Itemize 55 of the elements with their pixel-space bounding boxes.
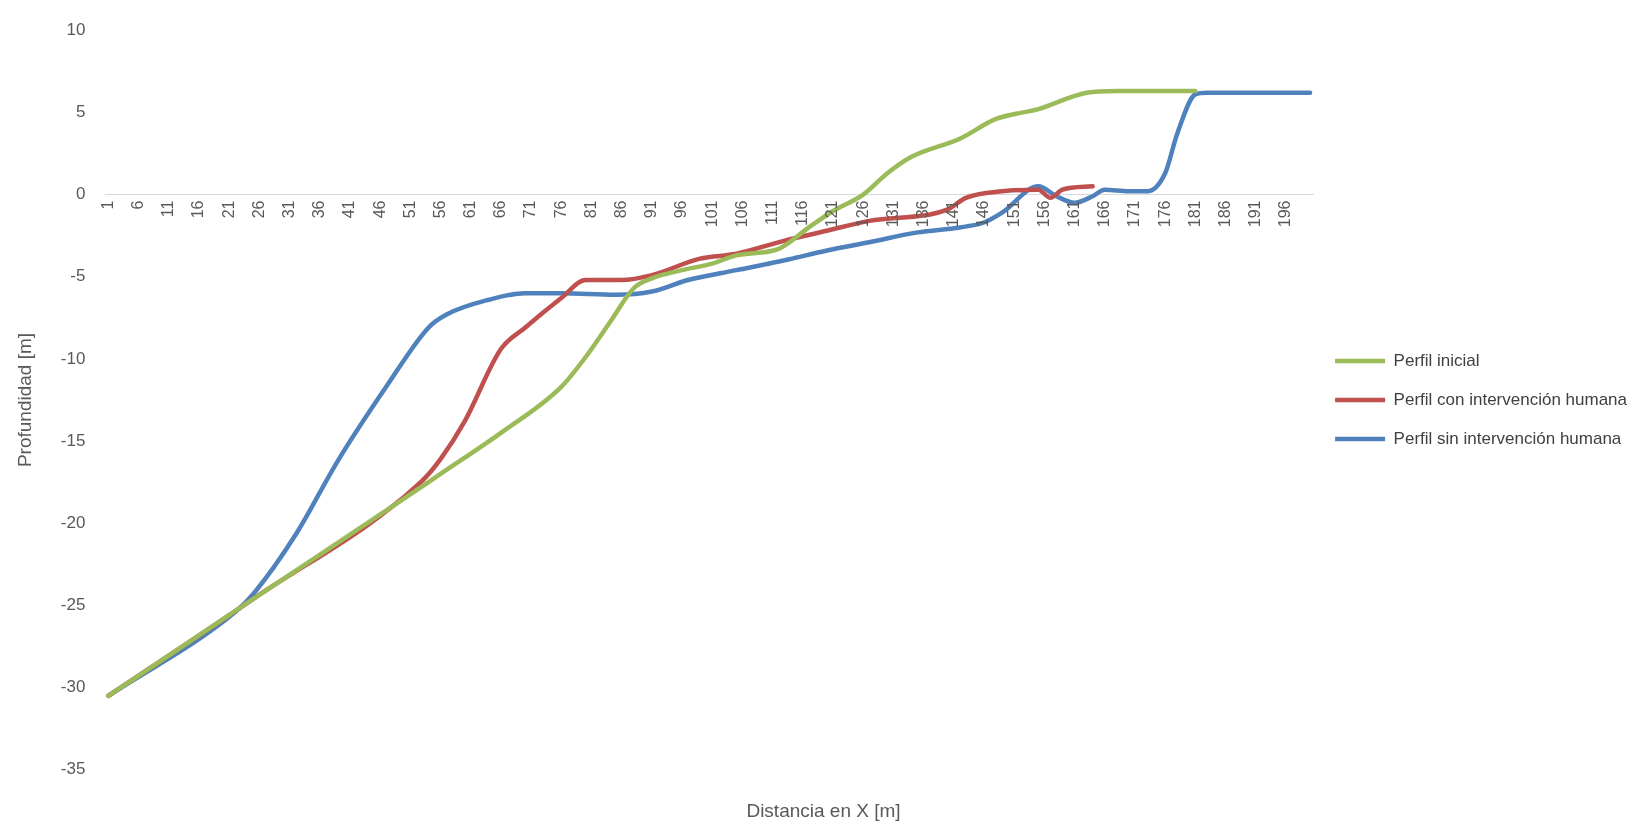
x-tick-label: 106 [732, 200, 750, 228]
x-tick-label: 121 [823, 200, 841, 228]
y-tick-label: -25 [60, 595, 86, 615]
x-tick-label: 196 [1276, 200, 1294, 228]
legend-label: Perfil sin intervención humana [1393, 428, 1622, 448]
y-tick-label: 5 [75, 102, 86, 122]
x-tick-label: 171 [1125, 200, 1143, 228]
x-tick-label: 31 [279, 200, 297, 219]
legend-label: Perfil con intervención humana [1393, 389, 1628, 409]
x-tick-label: 21 [219, 200, 237, 219]
y-tick-label: -10 [60, 348, 86, 368]
x-tick-label: 41 [340, 200, 358, 219]
x-tick-label: 26 [249, 200, 267, 219]
x-tick-label: 76 [551, 200, 569, 219]
x-tick-label: 81 [581, 200, 599, 219]
x-tick-label: 101 [702, 200, 720, 228]
y-tick-label: -30 [60, 677, 86, 697]
x-tick-label: 176 [1155, 200, 1173, 228]
x-tick-label: 126 [853, 200, 871, 228]
x-tick-label: 66 [491, 200, 509, 219]
x-tick-label: 91 [642, 200, 660, 219]
y-tick-label: -20 [60, 512, 86, 532]
x-tick-label: 146 [974, 200, 992, 228]
x-tick-label: 156 [1034, 200, 1052, 228]
x-tick-label: 61 [461, 200, 479, 219]
x-tick-label: 186 [1215, 200, 1233, 228]
x-axis-title: Distancia en X [m] [745, 800, 902, 822]
y-tick-label: 10 [66, 19, 86, 39]
x-tick-label: 191 [1246, 200, 1264, 228]
x-tick-label: 86 [612, 200, 630, 219]
y-tick-label: -35 [60, 759, 86, 779]
x-tick-label: 141 [944, 200, 962, 228]
legend-label: Perfil inicial [1393, 350, 1480, 370]
x-tick-label: 151 [1004, 200, 1022, 228]
x-tick-label: 116 [793, 200, 811, 227]
x-tick-label: 36 [310, 200, 328, 219]
x-tick-label: 46 [370, 200, 388, 219]
x-tick-label: 96 [672, 200, 690, 219]
x-tick-label: 56 [430, 200, 448, 219]
x-tick-label: 111 [763, 200, 781, 225]
x-tick-label: 1 [98, 200, 116, 210]
x-tick-label: 131 [883, 200, 901, 228]
x-tick-label: 51 [400, 200, 418, 219]
x-tick-label: 6 [128, 200, 146, 210]
y-tick-label: 0 [75, 184, 86, 204]
x-tick-label: 166 [1095, 200, 1113, 228]
x-tick-label: 181 [1185, 200, 1203, 228]
x-tick-label: 11 [159, 200, 177, 218]
x-tick-label: 71 [521, 200, 539, 219]
x-tick-label: 136 [914, 200, 932, 228]
y-tick-label: -15 [60, 430, 86, 450]
x-tick-label: 161 [1064, 200, 1082, 228]
y-tick-label: -5 [70, 266, 86, 286]
y-axis-title: Profundidad [m] [13, 332, 35, 468]
x-tick-label: 16 [189, 200, 207, 219]
